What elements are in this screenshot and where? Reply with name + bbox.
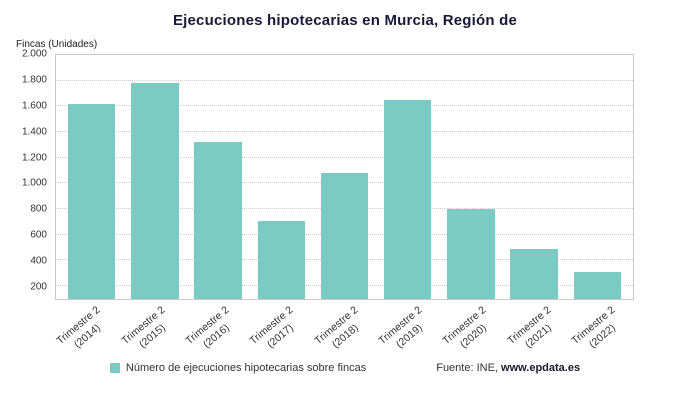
- x-label-slot: Trimestre 2 (2015): [119, 300, 183, 360]
- bar-trimestre-2-2018: [320, 173, 369, 299]
- x-label-slot: Trimestre 2 (2022): [569, 300, 634, 360]
- x-tick-label: Trimestre 2 (2021): [505, 304, 554, 351]
- bar-slot: [186, 55, 249, 299]
- chart-area: 200 400 600 800 1.000 1.200 1.400 1.600 1.800 2.0…: [0, 49, 634, 300]
- y-tick-label: 2.000: [21, 48, 47, 60]
- y-tick-label: 800: [30, 203, 47, 215]
- bar-trimestre-2-2014: [67, 103, 116, 299]
- source-link[interactable]: www.epdata.es: [501, 362, 581, 374]
- y-tick-label: 1.200: [21, 152, 47, 164]
- y-axis-title: Fincas (Unidades): [16, 39, 98, 50]
- x-tick-label: Trimestre 2 (2018): [312, 304, 361, 351]
- source-text: Fuente: INE, www.epdata.es: [436, 362, 580, 374]
- bar-slot: [566, 55, 629, 299]
- y-tick-label: 1.800: [21, 74, 47, 86]
- x-tick-label: Trimestre 2 (2022): [569, 304, 618, 351]
- y-tick-label: 1.400: [21, 126, 47, 138]
- x-label-slot: Trimestre 2 (2020): [441, 300, 505, 360]
- gridline: [56, 79, 633, 81]
- bar-slot: [376, 55, 439, 299]
- y-tick-label: 1.600: [21, 100, 47, 112]
- x-label-slot: Trimestre 2 (2019): [376, 300, 441, 360]
- gridline: [56, 131, 633, 133]
- legend-label: Número de ejecuciones hipotecarias sobre…: [125, 362, 367, 374]
- bar-slot: [439, 55, 502, 299]
- x-tick-label: Trimestre 2 (2019): [376, 304, 425, 351]
- bar-trimestre-2-2017: [257, 220, 305, 299]
- x-label-slot: Trimestre 2 (2014): [55, 300, 119, 360]
- x-tick-label: Trimestre 2 (2015): [119, 304, 168, 351]
- x-label-slot: Trimestre 2 (2016): [183, 300, 248, 360]
- bar-trimestre-2-2016: [194, 142, 242, 299]
- bar-slot: [250, 55, 313, 299]
- x-axis-labels: Trimestre 2 (2014) Trimestre 2 (2015) Trimes…: [55, 300, 634, 360]
- x-tick-label: Trimestre 2 (2017): [247, 304, 297, 351]
- gridline: [56, 105, 633, 107]
- x-tick-label: Trimestre 2 (2014): [54, 304, 104, 351]
- y-tick-label: 400: [30, 255, 47, 267]
- bar-trimestre-2-2019: [384, 99, 432, 299]
- gridline: [56, 156, 633, 158]
- bar-trimestre-2-2020: [447, 209, 495, 299]
- x-label-slot: Trimestre 2 (2018): [312, 300, 376, 360]
- y-tick-label: 1.000: [21, 177, 47, 189]
- legend-swatch-icon: [109, 363, 120, 373]
- source-prefix: Fuente: INE,: [436, 362, 502, 374]
- x-tick-label: Trimestre 2 (2016): [183, 304, 232, 351]
- plot-area: [55, 54, 634, 300]
- y-tick-label: 200: [30, 281, 47, 293]
- bar-slot: [503, 55, 566, 299]
- y-axis: 200 400 600 800 1.000 1.200 1.400 1.600 1.800 2.0…: [0, 49, 55, 300]
- x-label-slot: Trimestre 2 (2021): [505, 300, 569, 360]
- bar-slot: [123, 55, 186, 299]
- bar-trimestre-2-2022: [573, 272, 622, 299]
- bar-trimestre-2-2015: [131, 83, 179, 299]
- x-label-slot: Trimestre 2 (2017): [248, 300, 312, 360]
- x-tick-label: Trimestre 2 (2020): [440, 304, 490, 351]
- chart-footer: Número de ejecuciones hipotecarias sobre…: [0, 362, 690, 374]
- y-tick-label: 600: [30, 229, 47, 241]
- bar-series: [56, 55, 633, 299]
- bar-trimestre-2-2021: [510, 248, 558, 299]
- bar-slot: [313, 55, 376, 299]
- legend: Número de ejecuciones hipotecarias sobre…: [109, 362, 367, 374]
- bar-slot: [60, 55, 123, 299]
- chart-title: Ejecuciones hipotecarias en Murcia, Regi…: [172, 12, 518, 29]
